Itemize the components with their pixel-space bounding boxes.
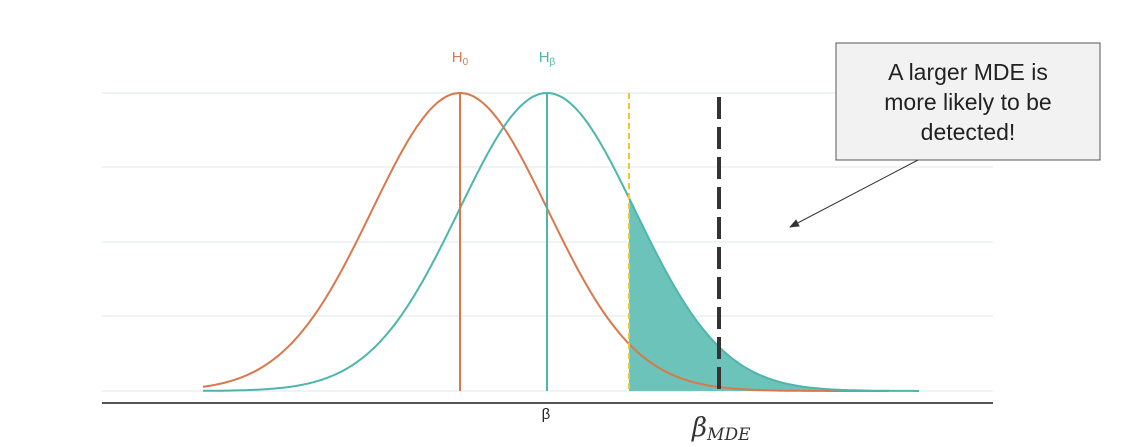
callout-line: A larger MDE is	[888, 59, 1048, 85]
beta-label: β	[542, 406, 551, 423]
callout-line: detected!	[921, 119, 1016, 145]
hb-main: H	[539, 49, 550, 66]
h0-label: H0	[452, 49, 469, 68]
h0-main: H	[452, 49, 463, 66]
hb-sub: β	[550, 57, 556, 68]
power-area	[629, 197, 920, 391]
hb-curve	[202, 91, 919, 392]
h0-sub: 0	[463, 57, 469, 68]
hb-label: Hβ	[539, 49, 556, 68]
callout-box	[835, 42, 1101, 161]
callout-arrow	[789, 159, 919, 228]
beta-mde-sub: MDE	[706, 425, 751, 445]
beta-mde-label: βMDE	[691, 413, 751, 445]
beta-mde-main: β	[691, 413, 707, 443]
callout-line: more likely to be	[884, 89, 1051, 115]
